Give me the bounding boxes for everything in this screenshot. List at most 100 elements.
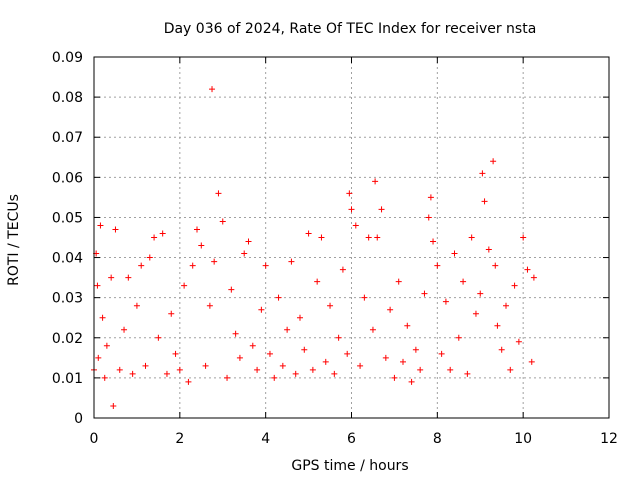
data-point	[292, 370, 299, 377]
data-point	[258, 306, 265, 313]
data-point	[477, 290, 484, 297]
data-point	[455, 334, 462, 341]
data-point	[378, 206, 385, 213]
data-point	[322, 358, 329, 365]
grid	[94, 57, 609, 418]
data-point	[511, 282, 518, 289]
x-tick-label: 10	[514, 431, 532, 447]
data-point	[95, 354, 102, 361]
x-tick-label: 4	[261, 431, 270, 447]
data-points	[91, 86, 537, 409]
data-point	[99, 314, 106, 321]
data-point	[110, 402, 117, 409]
data-point	[305, 230, 312, 237]
data-point	[146, 254, 153, 261]
data-point	[481, 198, 488, 205]
data-point	[335, 334, 342, 341]
data-point	[142, 362, 149, 369]
data-point	[138, 262, 145, 269]
data-point	[479, 170, 486, 177]
y-tick-label: 0.04	[52, 251, 83, 267]
data-point	[382, 354, 389, 361]
data-point	[215, 190, 222, 197]
data-point	[460, 278, 467, 285]
data-point	[116, 366, 123, 373]
data-point	[288, 258, 295, 265]
data-point	[520, 234, 527, 241]
data-point	[129, 370, 136, 377]
data-point	[468, 234, 475, 241]
y-tick-label: 0.05	[52, 210, 83, 226]
data-point	[492, 262, 499, 269]
data-point	[372, 178, 379, 185]
x-tick-label: 0	[90, 431, 99, 447]
chart-title: Day 036 of 2024, Rate Of TEC Index for r…	[164, 21, 537, 37]
data-point	[498, 346, 505, 353]
data-point	[224, 374, 231, 381]
data-point	[434, 262, 441, 269]
data-point	[344, 350, 351, 357]
data-point	[262, 262, 269, 269]
data-point	[219, 218, 226, 225]
y-tick-label: 0.02	[52, 331, 83, 347]
data-point	[442, 298, 449, 305]
data-point	[387, 306, 394, 313]
data-point	[284, 326, 291, 333]
data-point	[185, 378, 192, 385]
y-tick-label: 0.08	[52, 90, 83, 106]
data-point	[361, 294, 368, 301]
data-point	[412, 346, 419, 353]
data-point	[271, 374, 278, 381]
data-point	[159, 230, 166, 237]
data-point	[194, 226, 200, 233]
data-point	[417, 366, 424, 373]
data-point	[189, 262, 196, 269]
data-point	[172, 350, 179, 357]
data-point	[327, 302, 334, 309]
data-point	[507, 366, 514, 373]
data-point	[346, 190, 353, 197]
data-point	[249, 342, 256, 349]
data-point	[279, 362, 286, 369]
data-point	[331, 370, 338, 377]
data-point	[202, 362, 209, 369]
data-point	[447, 366, 454, 373]
data-point	[103, 342, 110, 349]
data-point	[369, 326, 376, 333]
data-point	[101, 374, 108, 381]
y-tick-label: 0.01	[52, 371, 83, 387]
y-tick-label: 0	[74, 411, 83, 427]
data-point	[314, 278, 321, 285]
data-point	[485, 246, 492, 253]
data-point	[318, 234, 325, 241]
data-point	[309, 366, 316, 373]
y-axis-label: ROTI / TECUs	[6, 194, 22, 286]
data-point	[348, 206, 355, 213]
data-point	[94, 282, 101, 289]
x-tick-label: 12	[600, 431, 618, 447]
data-point	[430, 238, 437, 245]
data-point	[400, 358, 406, 365]
data-point	[365, 234, 372, 241]
data-point	[155, 334, 162, 341]
y-tick-label: 0.09	[52, 50, 83, 66]
data-point	[125, 274, 132, 281]
data-point	[266, 350, 273, 357]
data-point	[181, 282, 188, 289]
data-point	[352, 222, 359, 229]
data-point	[524, 266, 531, 273]
data-point	[112, 226, 119, 233]
data-point	[515, 338, 522, 345]
data-point	[206, 302, 213, 309]
data-point	[421, 290, 428, 297]
data-point	[209, 86, 216, 93]
y-tick-label: 0.03	[52, 291, 83, 307]
data-point	[425, 214, 432, 221]
data-point	[168, 310, 175, 317]
data-point	[395, 278, 402, 285]
data-point	[228, 286, 235, 293]
y-tick-label: 0.06	[52, 170, 83, 186]
data-point	[408, 378, 415, 385]
data-point	[151, 234, 158, 241]
